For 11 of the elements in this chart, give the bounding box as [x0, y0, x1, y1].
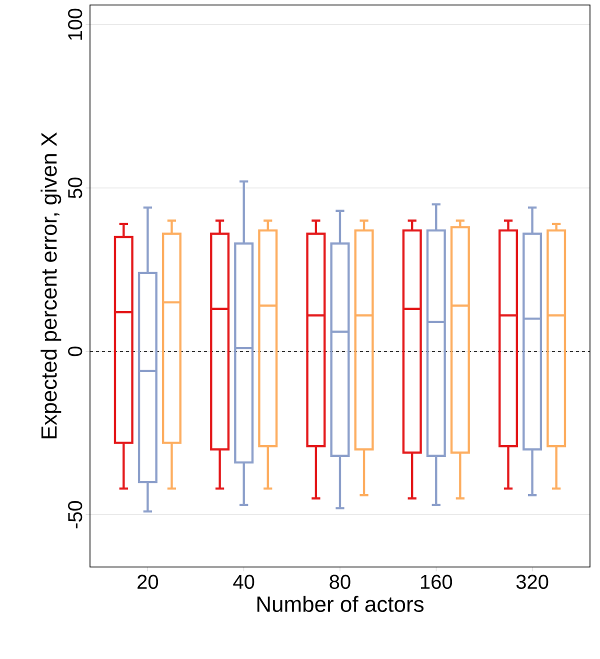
y-tick-label: 50 [68, 178, 82, 198]
y-axis-title: Expected percent error, given X [40, 132, 62, 438]
y-tick-label: 0 [68, 346, 82, 356]
y-tick-label: -50 [68, 501, 82, 528]
x-tick-label: 160 [420, 574, 452, 589]
x-tick-label: 40 [233, 574, 254, 589]
x-axis-title: Number of actors [257, 596, 424, 612]
x-tick-label: 320 [516, 574, 548, 589]
x-tick-label: 20 [138, 574, 158, 589]
y-tick-label: 100 [68, 8, 82, 40]
x-tick-label: 80 [330, 574, 350, 589]
